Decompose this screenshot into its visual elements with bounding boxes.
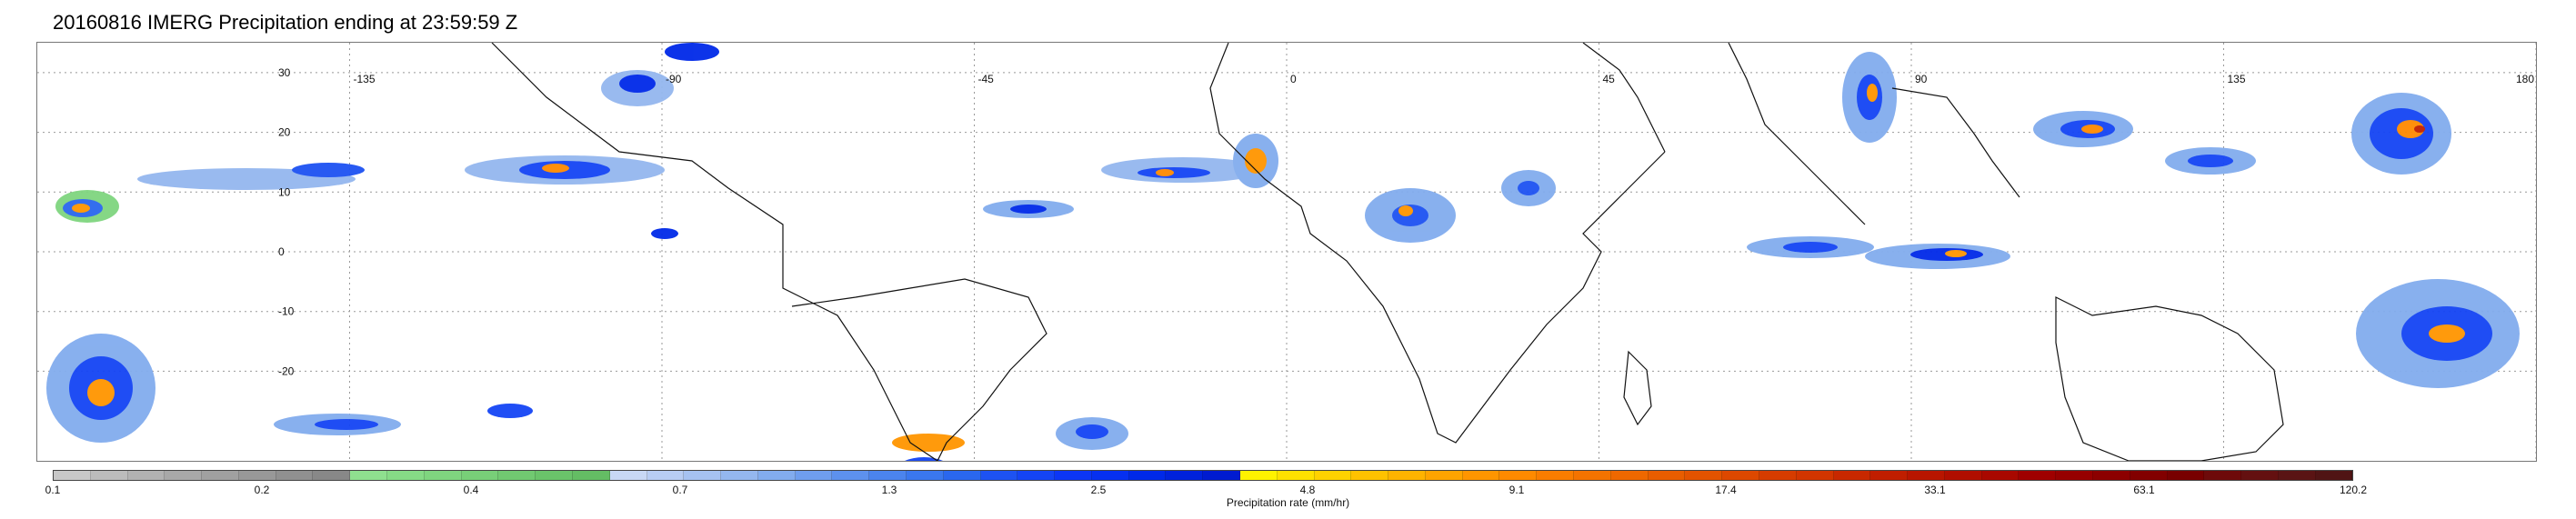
colorbar-segment bbox=[1870, 471, 1909, 480]
colorbar-segment bbox=[721, 471, 758, 480]
colorbar-segment bbox=[2204, 471, 2242, 480]
colorbar-segment bbox=[54, 471, 91, 480]
colorbar-segment bbox=[1055, 471, 1092, 480]
colorbar-title: Precipitation rate (mm/hr) bbox=[1226, 496, 1350, 509]
latitude-label: 30 bbox=[278, 66, 291, 79]
latitude-label: -20 bbox=[278, 364, 295, 377]
longitude-label: 45 bbox=[1603, 73, 1616, 85]
colorbar-tick-label: 120.2 bbox=[2339, 484, 2368, 496]
colorbar-segment bbox=[127, 471, 165, 480]
precipitation-map: -135 -90 -45 0 45 90 135 180 30 20 10 0 -10 -20 bbox=[36, 42, 2537, 462]
colorbar-tick-label: 0.7 bbox=[672, 484, 688, 496]
colorbar-segment bbox=[1314, 471, 1352, 480]
colorbar-tick-label: 63.1 bbox=[2133, 484, 2155, 496]
colorbar-segment bbox=[165, 471, 203, 480]
colorbar-segment bbox=[498, 471, 536, 480]
colorbar-segment bbox=[90, 471, 128, 480]
latitude-label: 10 bbox=[278, 185, 291, 198]
longitude-label: 90 bbox=[1915, 73, 1928, 85]
colorbar-segment bbox=[536, 471, 573, 480]
colorbar-segment bbox=[795, 471, 833, 480]
colorbar-segment bbox=[387, 471, 425, 480]
colorbar-tick-labels: 0.1 0.2 0.4 0.7 1.3 2.5 4.8 9.1 17.4 33.1 63.1 120.… bbox=[45, 484, 2367, 498]
colorbar-segment bbox=[202, 471, 239, 480]
colorbar-segment bbox=[1240, 471, 1278, 480]
colorbar-tick-label: 17.4 bbox=[1715, 484, 1737, 496]
colorbar-segment bbox=[2092, 471, 2130, 480]
colorbar-segment bbox=[1017, 471, 1056, 480]
colorbar-segment bbox=[869, 471, 907, 480]
coastlines bbox=[491, 43, 2284, 461]
longitude-label: -90 bbox=[666, 73, 682, 85]
colorbar-segment bbox=[1425, 471, 1463, 480]
colorbar-segment bbox=[2167, 471, 2205, 480]
colorbar-tick-label: 4.8 bbox=[1299, 484, 1316, 496]
colorbar-segment bbox=[1981, 471, 2020, 480]
colorbar-segment bbox=[2056, 471, 2093, 480]
longitude-label: -45 bbox=[978, 73, 995, 85]
colorbar-segment bbox=[1574, 471, 1611, 480]
colorbar-segment bbox=[1908, 471, 1945, 480]
colorbar-segment bbox=[1351, 471, 1389, 480]
colorbar-tick-label: 1.3 bbox=[881, 484, 897, 496]
colorbar-segment bbox=[684, 471, 722, 480]
colorbar-segment bbox=[1091, 471, 1129, 480]
colorbar-segment bbox=[2241, 471, 2279, 480]
colorbar-segment bbox=[1166, 471, 1204, 480]
colorbar-segment bbox=[1796, 471, 1834, 480]
colorbar-segment bbox=[1944, 471, 1982, 480]
colorbar-segment bbox=[1610, 471, 1649, 480]
precip-blobs bbox=[46, 43, 2520, 461]
latitude-label: 20 bbox=[278, 126, 291, 139]
map-canvas: -135 -90 -45 0 45 90 135 180 30 20 10 0 -10 -20 bbox=[37, 43, 2536, 461]
graticule bbox=[37, 43, 2536, 461]
colorbar-segment bbox=[832, 471, 870, 480]
longitude-label: -135 bbox=[354, 73, 376, 85]
colorbar-segment bbox=[647, 471, 685, 480]
colorbar-segment bbox=[2278, 471, 2316, 480]
latitude-label: -10 bbox=[278, 305, 295, 318]
map-title: 20160816 IMERG Precipitation ending at 2… bbox=[53, 11, 518, 34]
colorbar-segment bbox=[2130, 471, 2168, 480]
colorbar-tick-label: 0.4 bbox=[463, 484, 479, 496]
colorbar-segment bbox=[906, 471, 944, 480]
colorbar-tick-label: 2.5 bbox=[1090, 484, 1107, 496]
colorbar-segment bbox=[1277, 471, 1315, 480]
colorbar-segment bbox=[757, 471, 796, 480]
precipitation-colorbar bbox=[53, 470, 2353, 481]
colorbar-segment bbox=[1685, 471, 1723, 480]
latitude-label: 0 bbox=[278, 245, 285, 258]
colorbar-segment bbox=[1833, 471, 1871, 480]
longitude-label: 135 bbox=[2228, 73, 2246, 85]
colorbar-segment bbox=[1722, 471, 1759, 480]
colorbar-segment bbox=[2315, 471, 2353, 480]
colorbar-segment bbox=[943, 471, 981, 480]
colorbar-tick-label: 0.1 bbox=[45, 484, 61, 496]
colorbar-segment bbox=[238, 471, 276, 480]
colorbar-segment bbox=[1462, 471, 1500, 480]
colorbar-segment bbox=[350, 471, 388, 480]
colorbar-segment bbox=[1759, 471, 1797, 480]
colorbar-segment bbox=[2019, 471, 2057, 480]
colorbar-tick-label: 33.1 bbox=[1924, 484, 1946, 496]
longitude-label: 0 bbox=[1290, 73, 1297, 85]
colorbar-segment bbox=[313, 471, 351, 480]
colorbar-segment bbox=[1499, 471, 1538, 480]
colorbar-segment bbox=[1537, 471, 1575, 480]
colorbar-tick-label: 9.1 bbox=[1509, 484, 1525, 496]
colorbar-segment bbox=[1203, 471, 1240, 480]
colorbar-tick-label: 0.2 bbox=[254, 484, 270, 496]
longitude-label: 180 bbox=[2516, 73, 2534, 85]
colorbar-segment bbox=[276, 471, 314, 480]
colorbar-segment bbox=[1388, 471, 1426, 480]
colorbar-segment bbox=[461, 471, 499, 480]
colorbar-segment bbox=[424, 471, 462, 480]
colorbar-segment bbox=[609, 471, 647, 480]
graticule-labels: -135 -90 -45 0 45 90 135 180 30 20 10 0 -10 -20 bbox=[278, 66, 2534, 378]
colorbar-segment bbox=[572, 471, 610, 480]
colorbar-segment bbox=[1128, 471, 1167, 480]
colorbar-segment bbox=[1648, 471, 1686, 480]
colorbar-segment bbox=[980, 471, 1018, 480]
